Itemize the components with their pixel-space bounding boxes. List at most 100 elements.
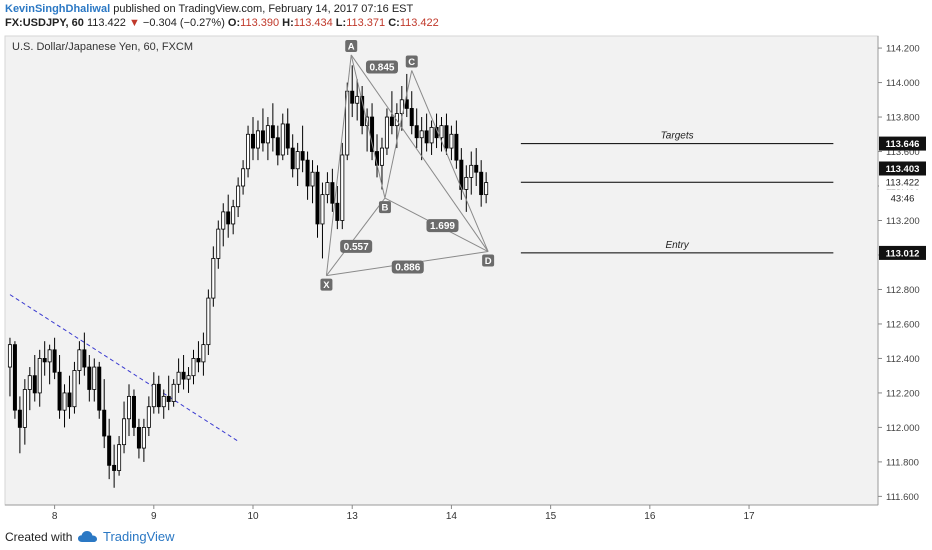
candle-body (315, 171, 320, 225)
candle-body (285, 123, 290, 149)
candle-body (305, 159, 310, 187)
candle-body (146, 406, 151, 428)
ratio-badge (391, 260, 424, 274)
pattern-point-badge (345, 39, 358, 52)
chart-area[interactable]: U.S. Dollar/Japanese Yen, 60, FXCM 8 9 10 1… (0, 32, 932, 522)
candle-body (122, 418, 127, 446)
candle-body (389, 116, 394, 127)
candle-body (17, 409, 22, 428)
candle-body (454, 133, 459, 161)
candle-body (77, 349, 82, 371)
candle-body (32, 375, 37, 394)
candle-body (275, 137, 280, 156)
candlestick-chart[interactable]: U.S. Dollar/Japanese Yen, 60, FXCM 8 9 10 1… (0, 32, 932, 522)
price-label-box (879, 191, 926, 206)
candle-body (166, 395, 171, 402)
x-tick-label: 8 (52, 511, 58, 522)
close-label: C: (388, 17, 400, 29)
candle-body (464, 176, 469, 190)
candle-body (107, 435, 112, 466)
candle-body (201, 344, 206, 363)
pattern-point-badge (378, 201, 391, 214)
low-label: L: (335, 17, 347, 29)
y-tick-label: 114.200 (886, 44, 920, 55)
candle-body (384, 116, 389, 149)
x-tick-label: 9 (151, 511, 157, 522)
price-label-box (879, 175, 926, 190)
pattern-point-label: A (348, 41, 355, 52)
ratio-label: 0.557 (344, 242, 369, 253)
candle-body (42, 358, 47, 363)
candle-body (429, 126, 434, 144)
chart-title: U.S. Dollar/Japanese Yen, 60, FXCM (12, 41, 193, 53)
publish-line: KevinSinghDhaliwal published on TradingV… (5, 3, 413, 15)
pattern-point-label: C (408, 57, 415, 68)
x-tick-label: 15 (545, 511, 557, 522)
price-label-box (879, 245, 926, 260)
candle-body (290, 147, 295, 170)
candle-body (27, 375, 32, 390)
candle-body (67, 392, 72, 408)
candle-body (161, 395, 166, 408)
candle-body (221, 211, 226, 230)
candle-body (112, 464, 117, 471)
pattern-point-badge (405, 55, 418, 68)
candle-body (330, 182, 335, 204)
candle-body (270, 125, 275, 139)
candle-body (360, 95, 365, 127)
pattern-point-badge (320, 278, 333, 291)
pattern-leg (411, 70, 489, 252)
candle-body (439, 125, 444, 139)
open-value: 113.390 (240, 17, 280, 29)
candle-body (310, 171, 315, 187)
price-label: 113.403 (886, 164, 920, 175)
candle-body (236, 185, 241, 208)
candle-body (87, 366, 92, 390)
candle-body (37, 358, 42, 394)
pattern-leg (326, 197, 386, 276)
candle-body (246, 133, 251, 170)
y-tick-label: 111.800 (886, 457, 919, 468)
candle-body (127, 395, 132, 420)
candle-body (176, 371, 181, 385)
pattern-leg (325, 54, 352, 276)
candle-body (350, 90, 355, 104)
candle-body (340, 154, 345, 221)
symbol-label: FX:USDJPY, 60 (5, 17, 84, 29)
pattern-leg (384, 70, 413, 199)
price-label: 113.646 (886, 139, 920, 150)
trendline[interactable] (9, 294, 239, 442)
candle-body (196, 358, 201, 363)
candle-body (231, 206, 236, 225)
y-tick-label: 112.400 (886, 354, 920, 365)
candle-body (47, 349, 52, 363)
candle-body (97, 366, 102, 411)
candle-body (325, 182, 330, 196)
tradingview-brand[interactable]: TradingView (78, 529, 175, 544)
y-tick-label: 113.600 (886, 147, 920, 158)
candle-body (409, 108, 414, 127)
candle-body (241, 168, 246, 187)
y-tick-label: 112.800 (886, 285, 920, 296)
published-text: published on TradingView.com, February 1… (113, 3, 414, 15)
candle-body (295, 151, 300, 170)
candle-body (335, 202, 340, 221)
candle-body (459, 159, 464, 190)
candle-body (280, 123, 285, 156)
y-tick-label: 113.800 (886, 113, 920, 124)
candle-body (419, 130, 424, 139)
pattern-point-badge (482, 254, 495, 267)
down-arrow-icon: ▼ (128, 17, 140, 29)
y-tick-label: 112.000 (886, 423, 920, 434)
candle-body (92, 366, 97, 390)
open-label: O: (227, 17, 241, 29)
level-label: Targets (661, 131, 694, 142)
high-label: H: (282, 17, 294, 29)
candle-body (186, 375, 191, 380)
author-link[interactable]: KevinSinghDhaliwal (5, 3, 111, 15)
candle-body (156, 383, 161, 408)
price-label: 113.422 (886, 178, 920, 189)
candle-body (171, 383, 176, 402)
ohlc-line: FX:USDJPY, 60 113.422 ▼ −0.304 (−0.27%) … (5, 17, 439, 29)
candle-body (399, 99, 404, 114)
